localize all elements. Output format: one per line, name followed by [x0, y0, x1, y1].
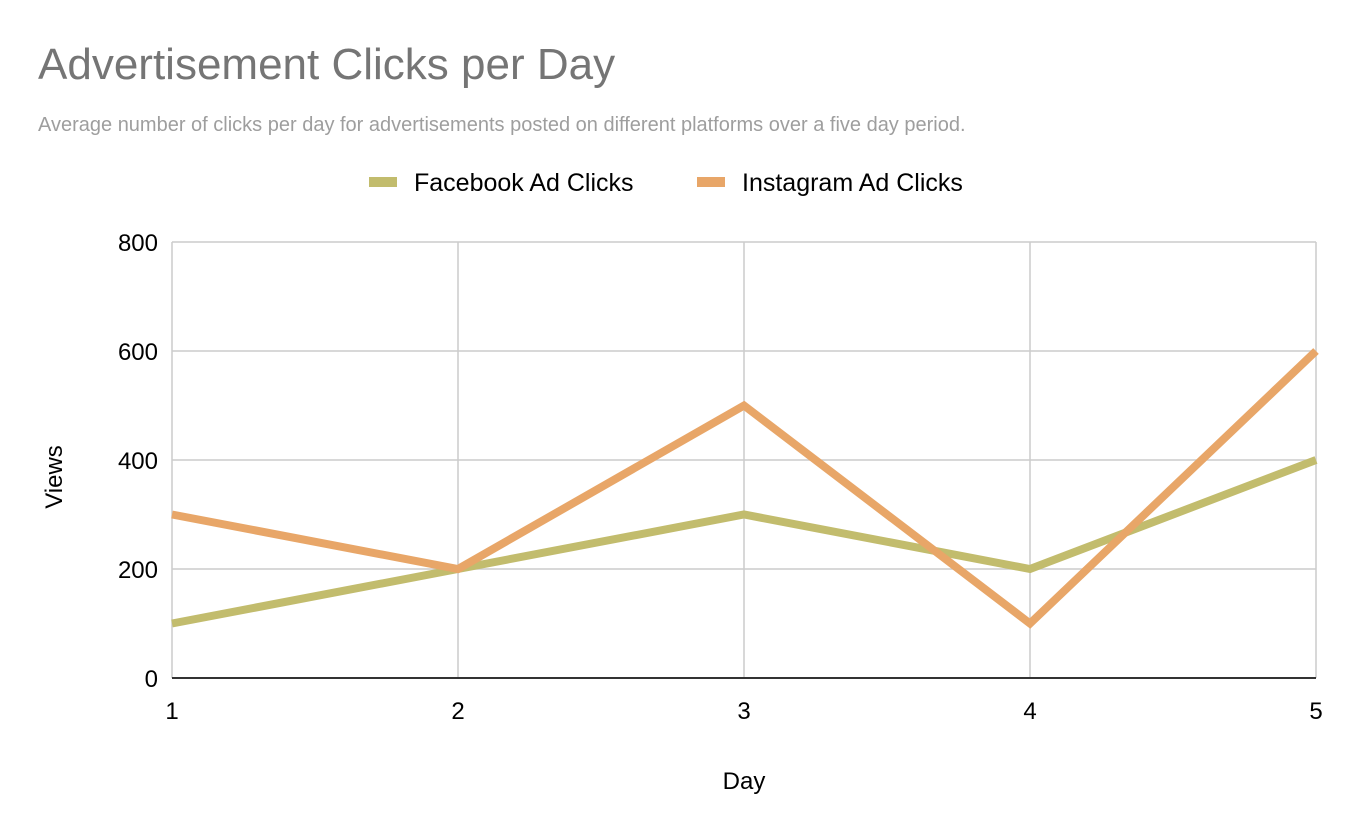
chart-subtitle: Average number of clicks per day for adv… — [38, 114, 966, 136]
series-layer — [171, 348, 1319, 629]
chart-title: Advertisement Clicks per Day — [38, 40, 616, 89]
x-tick-label: 5 — [1309, 698, 1322, 725]
y-axis-label: Views — [41, 445, 68, 509]
y-tick-label: 200 — [118, 557, 158, 584]
y-tick-label: 800 — [118, 230, 158, 257]
tick-labels: 0 200 400 600 800 1 2 3 4 5 — [118, 230, 1323, 725]
legend-label-2: Instagram Ad Clicks — [742, 169, 963, 197]
x-tick-label: 2 — [451, 698, 464, 725]
legend-swatch-1 — [369, 177, 397, 187]
legend: Facebook Ad Clicks Instagram Ad Clicks — [369, 169, 963, 197]
grid-lines — [171, 241, 1317, 678]
series-line-2 — [171, 348, 1319, 629]
y-tick-label: 0 — [145, 666, 158, 693]
y-tick-label: 600 — [118, 339, 158, 366]
x-tick-label: 3 — [737, 698, 750, 725]
legend-label-1: Facebook Ad Clicks — [414, 169, 634, 197]
x-tick-label: 1 — [165, 698, 178, 725]
x-tick-label: 4 — [1023, 698, 1036, 725]
x-axis-label: Day — [723, 768, 766, 795]
legend-swatch-2 — [697, 177, 725, 187]
y-tick-label: 400 — [118, 448, 158, 475]
